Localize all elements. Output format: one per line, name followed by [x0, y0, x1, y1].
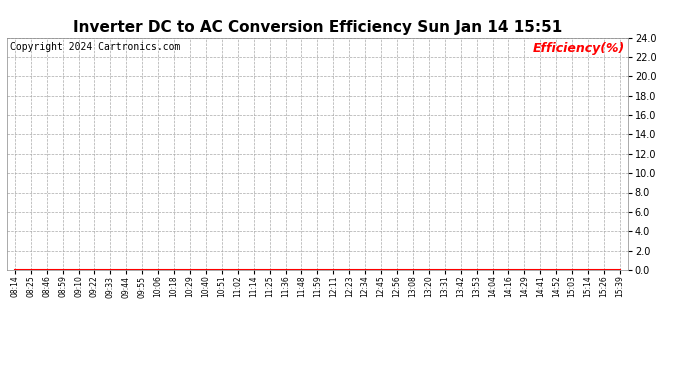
Title: Inverter DC to AC Conversion Efficiency Sun Jan 14 15:51: Inverter DC to AC Conversion Efficiency … — [72, 20, 562, 35]
Text: Efficiency(%): Efficiency(%) — [533, 42, 625, 55]
Text: Copyright 2024 Cartronics.com: Copyright 2024 Cartronics.com — [10, 42, 180, 52]
